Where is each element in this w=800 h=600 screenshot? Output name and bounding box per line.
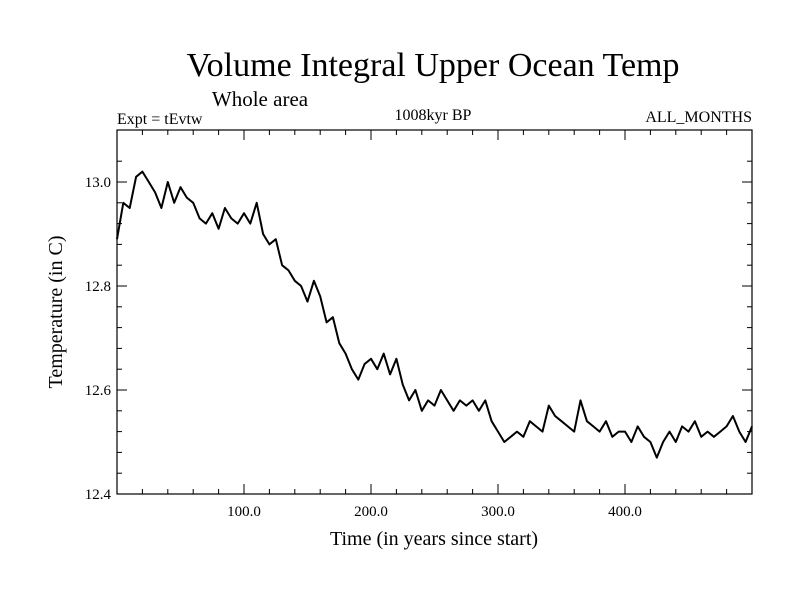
y-tick-label: 12.4: [85, 487, 112, 503]
x-tick-label: 300.0: [481, 504, 515, 520]
period-label: 1008kyr BP: [395, 107, 472, 124]
x-tick-label: 200.0: [354, 504, 388, 520]
y-tick-label: 12.6: [85, 383, 112, 399]
tick-labels: 100.0 200.0 300.0 400.0 12.4 12.6 12.8 13.0: [85, 175, 642, 520]
y-tick-label: 13.0: [85, 175, 111, 191]
x-axis-label: Time (in years since start): [330, 528, 538, 550]
plot-frame: [116, 129, 753, 495]
months-label: ALL_MONTHS: [645, 109, 752, 126]
axis-ticks: [117, 130, 752, 494]
y-axis-label: Temperature (in C): [45, 236, 67, 389]
y-tick-label: 12.8: [85, 279, 111, 295]
x-tick-label: 100.0: [227, 504, 261, 520]
x-tick-label: 400.0: [608, 504, 642, 520]
chart-subtitle: Whole area: [212, 87, 309, 111]
temperature-series-line: [116, 170, 753, 459]
chart-title: Volume Integral Upper Ocean Temp: [187, 47, 680, 84]
experiment-label: Expt = tEvtw: [117, 111, 203, 128]
